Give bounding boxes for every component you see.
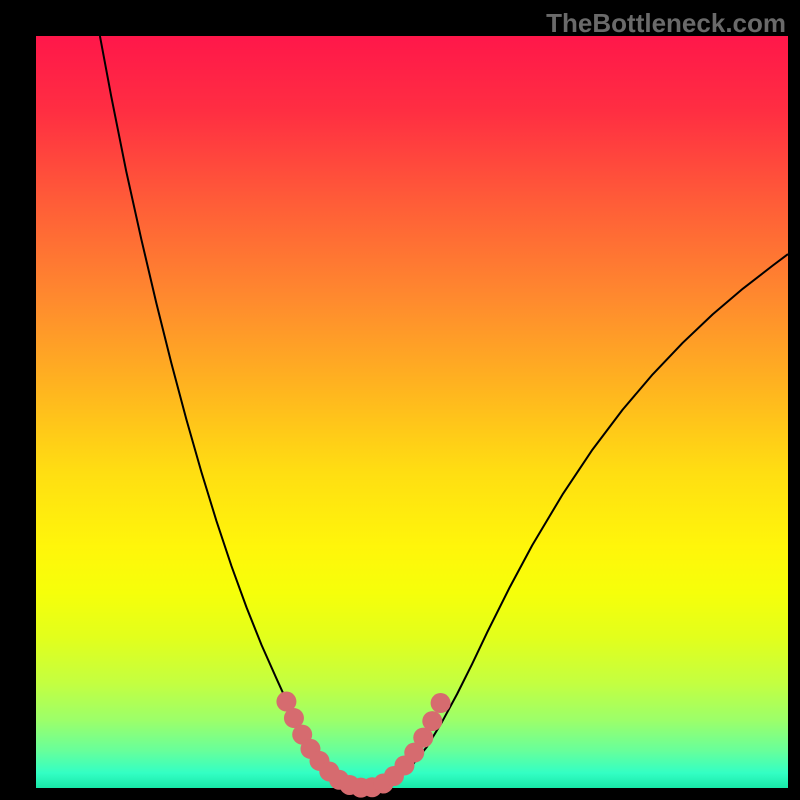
marker-dot (431, 693, 451, 713)
chart-container: TheBottleneck.com (0, 0, 800, 800)
watermark-text: TheBottleneck.com (546, 8, 786, 39)
gradient-background (36, 36, 788, 788)
marker-dot (422, 711, 442, 731)
bottleneck-curve-chart (0, 0, 800, 800)
